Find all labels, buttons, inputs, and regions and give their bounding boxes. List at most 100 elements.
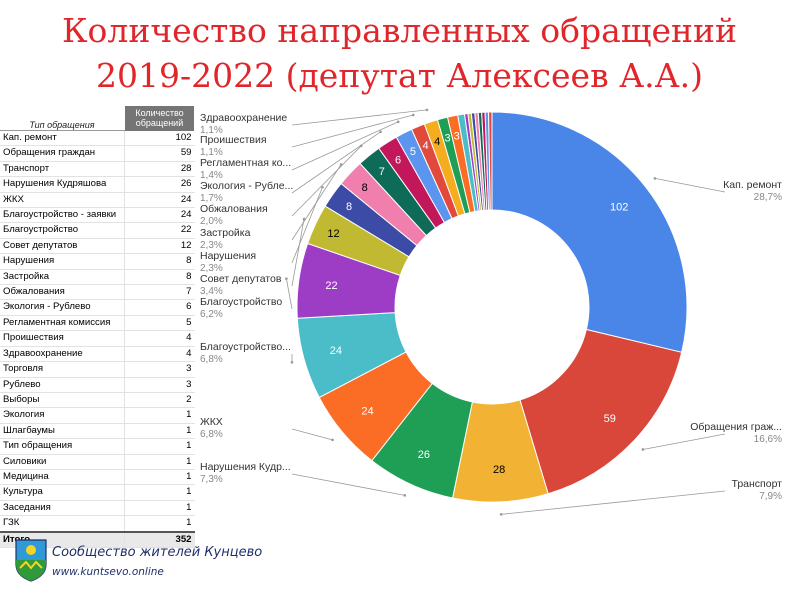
slice-percent: 1,1% (200, 147, 223, 158)
slice-value-label: 28 (493, 464, 505, 476)
slice-label: Нарушения Кудр... (200, 461, 291, 473)
total-value: 352 (124, 530, 195, 548)
table-row: Застройка 8 (0, 269, 195, 286)
row-count: 1 (124, 423, 195, 440)
row-count: 59 (124, 145, 195, 162)
callout-dot (425, 108, 429, 112)
slice-label: Проишествия (200, 134, 267, 146)
row-type: Благоустройство - заявки (0, 207, 125, 224)
slice-label: Застройка (200, 227, 251, 239)
slice-value-label: 7 (379, 166, 385, 178)
slice-percent: 6,8% (200, 429, 223, 440)
row-type: Силовики (0, 454, 125, 470)
table-row: Обращения граждан 59 (0, 145, 195, 162)
row-count: 1 (124, 407, 195, 424)
callout-dot (411, 113, 415, 117)
slice-value-label: 4 (434, 136, 440, 148)
row-type: Рублево (0, 377, 125, 393)
row-type: Транспорт (0, 161, 125, 178)
title-line-1: Количество направленных обращений (61, 11, 737, 50)
slice-value-label: 24 (330, 345, 342, 357)
slice-percent: 1,1% (200, 125, 223, 136)
row-type: Кап. ремонт (0, 130, 125, 147)
row-type: ЖКХ (0, 192, 125, 209)
callout-dot (379, 130, 382, 134)
callout-line (642, 433, 726, 450)
row-type: Экология (0, 407, 125, 424)
row-count: 8 (124, 269, 195, 286)
callout-dot (396, 120, 400, 124)
row-count: 5 (124, 315, 195, 332)
slice-percent: 7,9% (759, 491, 782, 502)
row-count: 28 (124, 161, 195, 178)
slice-label: Благоустройство... (200, 341, 291, 353)
table-row: Проишествия 4 (0, 330, 195, 347)
callout-line (291, 109, 428, 126)
callout-line (654, 178, 726, 193)
row-count: 1 (124, 500, 195, 517)
table-row: Обжалования 7 (0, 284, 195, 301)
row-type: Совет депутатов (0, 238, 125, 255)
slice-label: Регламентная ко... (200, 157, 291, 169)
table-row: Выборы 2 (0, 392, 195, 409)
slice-percent: 7,3% (200, 474, 223, 485)
table-row: Экология - Рублево 6 (0, 299, 195, 316)
callout-dot (302, 217, 306, 221)
row-count: 1 (124, 438, 195, 455)
table-row: Регламентная комиссия 5 (0, 315, 195, 332)
slice-value-label: 12 (327, 228, 339, 240)
row-count: 26 (124, 176, 195, 193)
row-type: Обжалования (0, 284, 125, 301)
table-header-row: Тип обращения Количество обращений (0, 106, 195, 131)
row-type: Благоустройство (0, 222, 125, 239)
row-count: 24 (124, 207, 195, 224)
callout-line (291, 121, 399, 171)
callout-line (291, 473, 405, 496)
table-row: Здравоохранение 4 (0, 346, 195, 363)
slice-value-label: 3 (445, 133, 451, 145)
table-row: Торговля 3 (0, 361, 195, 378)
slice-percent: 6,2% (200, 309, 223, 320)
slice-percent: 2,3% (200, 263, 223, 274)
table-row: Кап. ремонт 102 (0, 130, 195, 147)
row-type: Культура (0, 484, 125, 501)
table-row: Силовики 1 (0, 454, 195, 470)
callout-line (291, 114, 414, 148)
coat-of-arms-logo (15, 539, 47, 582)
brand-name: Сообщество жителей Кунцево (52, 545, 263, 560)
row-count: 12 (124, 238, 195, 255)
title-line-2: 2019-2022 (депутат Алексеев А.А.) (96, 56, 703, 95)
row-count: 1 (124, 484, 195, 501)
row-count: 2 (124, 392, 195, 409)
row-type: Тип обращения (0, 438, 125, 455)
row-count: 102 (124, 130, 195, 147)
row-count: 3 (124, 361, 195, 378)
row-type: Застройка (0, 269, 125, 286)
row-type: Медицина (0, 469, 125, 486)
callout-dot (653, 177, 657, 180)
callout-line (291, 187, 323, 264)
row-count: 22 (124, 222, 195, 239)
column-header-type: Тип обращения (0, 106, 125, 131)
page-title: Количество направленных обращений 2019-2… (0, 8, 799, 98)
slice-percent: 6,8% (200, 354, 223, 365)
callout-dot (339, 163, 343, 166)
callout-line (285, 278, 293, 310)
row-type: Нарушения (0, 253, 125, 270)
table-row: Культура 1 (0, 484, 195, 501)
slice-value-label: 26 (418, 449, 430, 461)
row-type: Проишествия (0, 330, 125, 347)
table-row: Нарушения Кудряшова 26 (0, 176, 195, 193)
row-type: Шлагбаумы (0, 423, 125, 440)
slice-value-label: 4 (423, 140, 429, 152)
slice-label: Благоустройство (200, 296, 282, 308)
slice-value-label: 8 (362, 182, 368, 194)
slice-label: Нарушения (200, 250, 256, 262)
table-total-row: Итого 352 (0, 530, 195, 548)
slice-percent: 2,3% (200, 240, 223, 251)
row-count: 3 (124, 377, 195, 393)
row-type: Выборы (0, 392, 125, 409)
callout-line (291, 145, 362, 217)
row-count: 4 (124, 346, 195, 363)
slice-percent: 2,0% (200, 216, 223, 227)
